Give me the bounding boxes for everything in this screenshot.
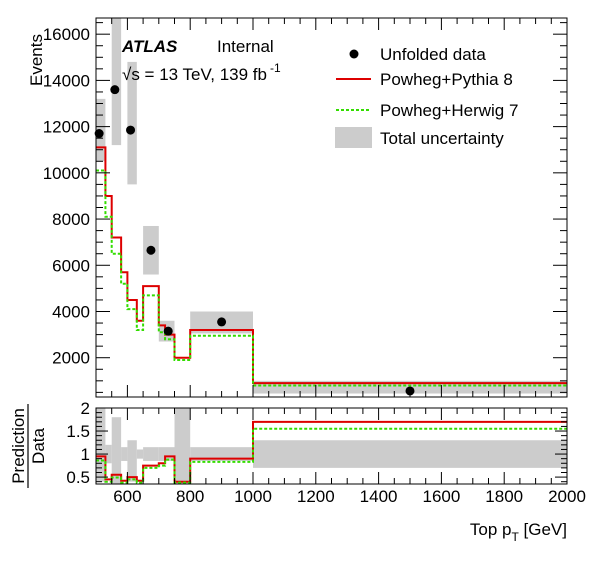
- ratio-y-tick-label: 1.5: [66, 422, 90, 441]
- main-uncertainty-band: [111, 18, 122, 146]
- legend-herwig-label: Powheg+Herwig 7: [380, 101, 518, 120]
- energy-lumi-text: √s = 13 TeV, 139 fb: [122, 65, 267, 84]
- main-y-tick-label: 16000: [43, 25, 90, 44]
- legend-data-label: Unfolded data: [380, 45, 486, 64]
- ratio-uncertainty-band: [253, 440, 567, 468]
- x-tick-labels: 600 800 1000 1200 1400 1600 1800 2000: [113, 487, 586, 506]
- main-y-tick-label: 4000: [52, 302, 90, 321]
- ratio-uncertainty-band: [143, 447, 159, 461]
- main-data-points: [94, 85, 415, 396]
- data-point: [163, 326, 173, 336]
- main-line-pythia: [96, 146, 567, 385]
- data-point: [217, 317, 227, 327]
- main-y-tick-label: 2000: [52, 349, 90, 368]
- experiment-label: ATLAS: [121, 37, 178, 56]
- energy-lumi-sup: -1: [270, 61, 281, 75]
- ratio-uncertainty-band: [105, 444, 112, 464]
- legend-pythia-label: Powheg+Pythia 8: [380, 70, 513, 89]
- legend-uncertainty-label: Total uncertainty: [380, 129, 504, 148]
- ratio-y-tick-label: 2: [81, 399, 90, 418]
- main-y-tick-label: 12000: [43, 118, 90, 137]
- x-axis-title-unit: [GeV]: [519, 520, 567, 539]
- ratio-y-denominator: Data: [29, 428, 48, 464]
- ratio-uncertainty-band: [174, 408, 191, 484]
- ratio-panel: 0.5 1 1.5 2 Prediction Data: [9, 399, 568, 488]
- ratio-y-tick-label: 0.5: [66, 468, 90, 487]
- x-tick-label: 600: [113, 487, 141, 506]
- legend-data-marker: [349, 49, 359, 59]
- main-line-herwig: [96, 169, 567, 387]
- data-point: [110, 85, 120, 95]
- ratio-y-numerator: Prediction: [9, 408, 28, 484]
- legend: Unfolded data Powheg+Pythia 8 Powheg+Her…: [335, 45, 518, 148]
- main-uncertainty-band: [127, 61, 137, 185]
- main-y-tick-label: 6000: [52, 256, 90, 275]
- legend-uncertainty-swatch: [335, 127, 372, 148]
- x-tick-label: 1400: [360, 487, 398, 506]
- ratio-uncertainty-band: [127, 440, 137, 482]
- main-panel: 2000 4000 6000 8000 10000 12000 14000 16000 Eve…: [27, 17, 568, 398]
- x-axis-title-sub: T: [511, 530, 519, 544]
- ratio-uncertainty-band: [121, 447, 128, 461]
- main-y-tick-label: 10000: [43, 164, 90, 183]
- data-point: [94, 129, 104, 139]
- x-tick-label: 1800: [485, 487, 523, 506]
- ratio-axis-ticks: 0.5 1 1.5 2: [66, 399, 568, 487]
- ratio-y-axis-title: Prediction Data: [9, 404, 48, 488]
- x-tick-label: 2000: [548, 487, 586, 506]
- x-tick-label: 1200: [297, 487, 335, 506]
- main-y-tick-label: 14000: [43, 71, 90, 90]
- ratio-uncertainty-band: [111, 417, 122, 484]
- main-y-axis-title: Events: [27, 34, 46, 86]
- energy-lumi-label: √s = 13 TeV, 139 fb -1: [122, 61, 281, 84]
- main-prediction-lines: [96, 146, 567, 387]
- x-tick-label: 800: [176, 487, 204, 506]
- main-axis-ticks: 2000 4000 6000 8000 10000 12000 14000 16000: [43, 18, 568, 397]
- status-label: Internal: [217, 37, 274, 56]
- data-point: [405, 386, 415, 396]
- data-point: [146, 245, 156, 255]
- ratio-uncertainty-bands: [96, 408, 567, 484]
- ratio-uncertainty-band: [158, 447, 175, 461]
- x-axis-title: Top pT [GeV]: [470, 520, 567, 544]
- main-y-tick-label: 8000: [52, 210, 90, 229]
- x-tick-label: 1600: [422, 487, 460, 506]
- x-tick-label: 1000: [234, 487, 272, 506]
- ratio-y-tick-label: 1: [81, 445, 90, 464]
- x-axis-title-main: Top p: [470, 520, 512, 539]
- ratio-uncertainty-band: [190, 447, 253, 461]
- data-point: [126, 125, 136, 135]
- ratio-uncertainty-band: [136, 449, 144, 459]
